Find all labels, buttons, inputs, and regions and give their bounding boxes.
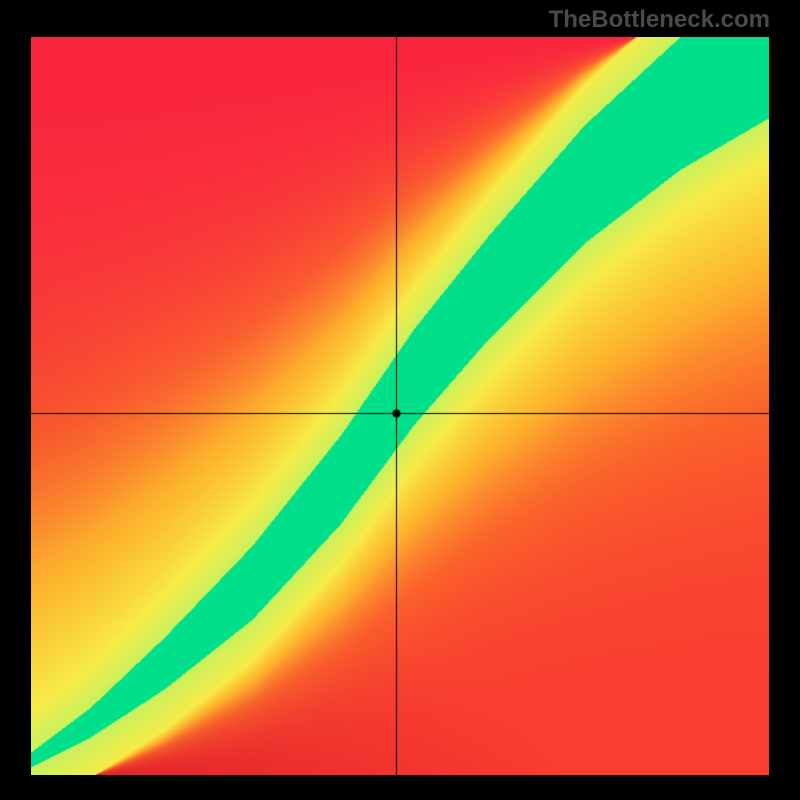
watermark-text: TheBottleneck.com <box>549 6 770 34</box>
bottleneck-heatmap <box>31 37 769 775</box>
chart-container: TheBottleneck.com <box>0 0 800 800</box>
